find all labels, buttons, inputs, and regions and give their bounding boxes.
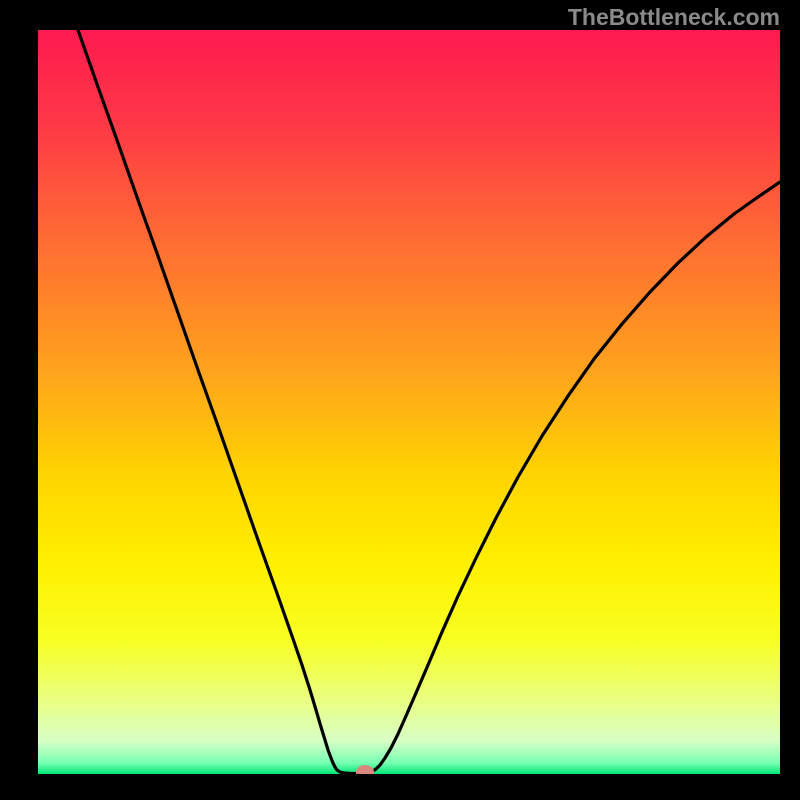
chart-frame: TheBottleneck.com (0, 0, 800, 800)
minimum-marker (356, 765, 374, 774)
plot-area (38, 30, 780, 774)
bottleneck-curve (78, 30, 780, 774)
watermark-text: TheBottleneck.com (568, 4, 780, 31)
plot-svg (38, 30, 780, 774)
plot-background (38, 30, 780, 774)
